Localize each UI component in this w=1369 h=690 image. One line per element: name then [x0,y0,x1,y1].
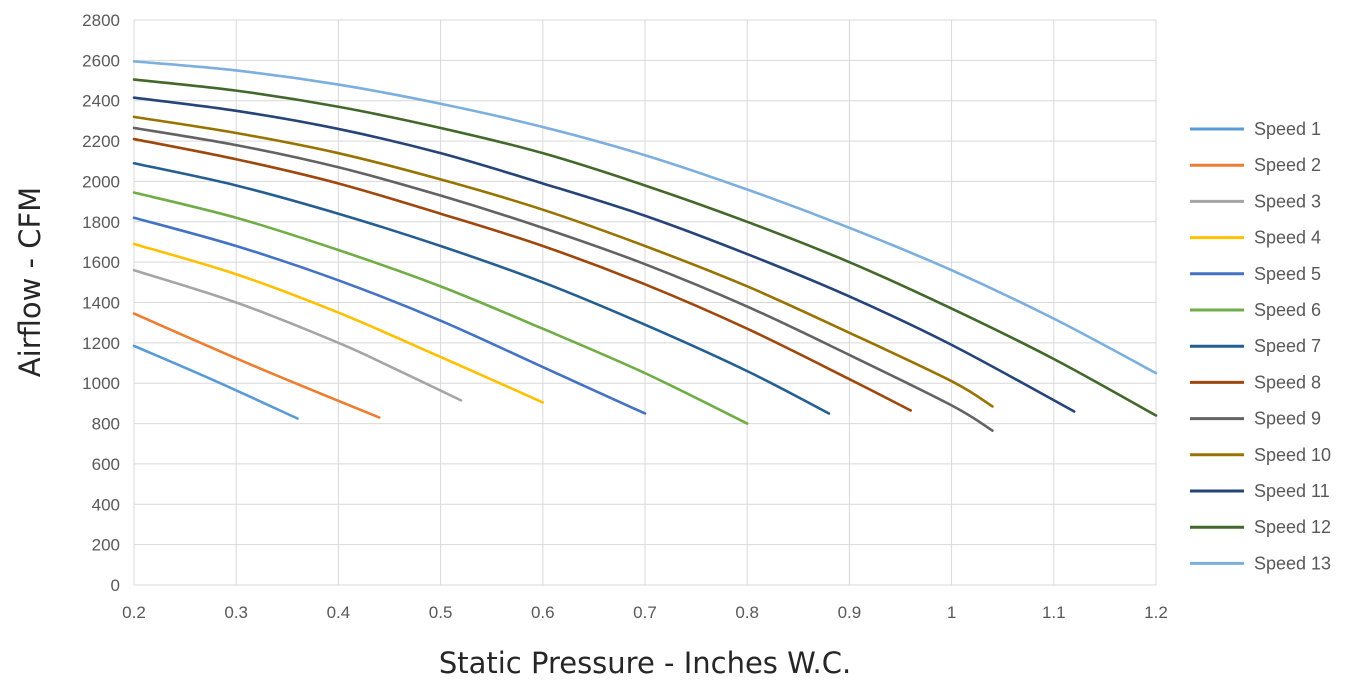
legend-item-speed-13: Speed 13 [1190,553,1331,573]
x-tick-label: 0.3 [224,603,248,622]
x-tick-label: 0.2 [122,603,146,622]
legend-label: Speed 9 [1254,409,1321,429]
legend-label: Speed 5 [1254,264,1321,284]
legend-label: Speed 8 [1254,372,1321,392]
series-line-speed-3 [132,268,463,402]
series-line-speed-13 [132,60,1158,375]
legend-item-speed-7: Speed 7 [1190,336,1321,356]
x-tick-label: 1 [947,603,956,622]
y-tick-label: 1800 [82,213,120,232]
legend-item-speed-8: Speed 8 [1190,372,1321,392]
y-tick-label: 2000 [82,172,120,191]
series-line-speed-6 [132,191,749,425]
series-line-speed-10 [132,115,994,408]
legend: Speed 1 Speed 2 Speed 3 Speed 4 Speed 5 Speed… [1190,119,1331,573]
series-line-speed-8 [132,137,913,412]
legend-item-speed-4: Speed 4 [1190,228,1321,248]
x-tick-label: 1.1 [1042,603,1066,622]
legend-label: Speed 1 [1254,119,1321,139]
y-tick-label: 1200 [82,334,120,353]
series-lines [132,60,1158,432]
series-line-speed-9 [132,126,994,432]
y-axis-tick-labels: 0 200 400 600 800 1000 1200 1400 1600 1800 2000 220… [82,11,120,595]
legend-item-speed-10: Speed 10 [1190,445,1331,465]
x-tick-label: 0.8 [735,603,759,622]
legend-label: Speed 3 [1254,191,1321,211]
series-line-speed-2 [132,312,381,419]
y-tick-label: 2600 [82,51,120,70]
x-tick-label: 0.4 [327,603,351,622]
x-tick-label: 0.7 [633,603,657,622]
y-tick-label: 1600 [82,253,120,272]
legend-item-speed-3: Speed 3 [1190,191,1321,211]
series-line-speed-7 [132,161,831,415]
y-tick-label: 2800 [82,11,120,30]
x-tick-label: 0.9 [838,603,862,622]
legend-label: Speed 13 [1254,553,1331,573]
y-axis-title: Airflow - CFM [13,187,47,377]
series-line-speed-4 [132,242,545,404]
x-tick-label: 0.5 [429,603,453,622]
legend-item-speed-2: Speed 2 [1190,155,1321,175]
y-tick-label: 1000 [82,374,120,393]
legend-item-speed-1: Speed 1 [1190,119,1321,139]
legend-label: Speed 2 [1254,155,1321,175]
x-tick-label: 1.2 [1144,603,1168,622]
legend-label: Speed 4 [1254,228,1321,248]
legend-label: Speed 7 [1254,336,1321,356]
legend-item-speed-12: Speed 12 [1190,517,1331,537]
legend-item-speed-6: Speed 6 [1190,300,1321,320]
x-axis-title: Static Pressure - Inches W.C. [439,646,851,680]
legend-item-speed-5: Speed 5 [1190,264,1321,284]
y-tick-label: 2200 [82,132,120,151]
y-tick-label: 2400 [82,92,120,111]
legend-label: Speed 12 [1254,517,1331,537]
y-tick-label: 0 [111,576,120,595]
y-tick-label: 1400 [82,294,120,313]
series-line-speed-1 [132,344,299,420]
series-line-speed-5 [132,216,647,415]
x-axis-tick-labels: 0.2 0.3 0.4 0.5 0.6 0.7 0.8 0.9 1 1.1 1.2 [122,603,1168,622]
legend-label: Speed 10 [1254,445,1331,465]
legend-label: Speed 11 [1254,481,1330,501]
x-tick-label: 0.6 [531,603,555,622]
legend-item-speed-11: Speed 11 [1190,481,1330,501]
series-line-speed-11 [132,96,1076,413]
y-tick-label: 800 [92,415,120,434]
y-tick-label: 200 [92,536,120,555]
legend-label: Speed 6 [1254,300,1321,320]
series-line-speed-12 [132,78,1158,417]
legend-item-speed-9: Speed 9 [1190,409,1321,429]
y-tick-label: 600 [92,455,120,474]
y-tick-label: 400 [92,495,120,514]
